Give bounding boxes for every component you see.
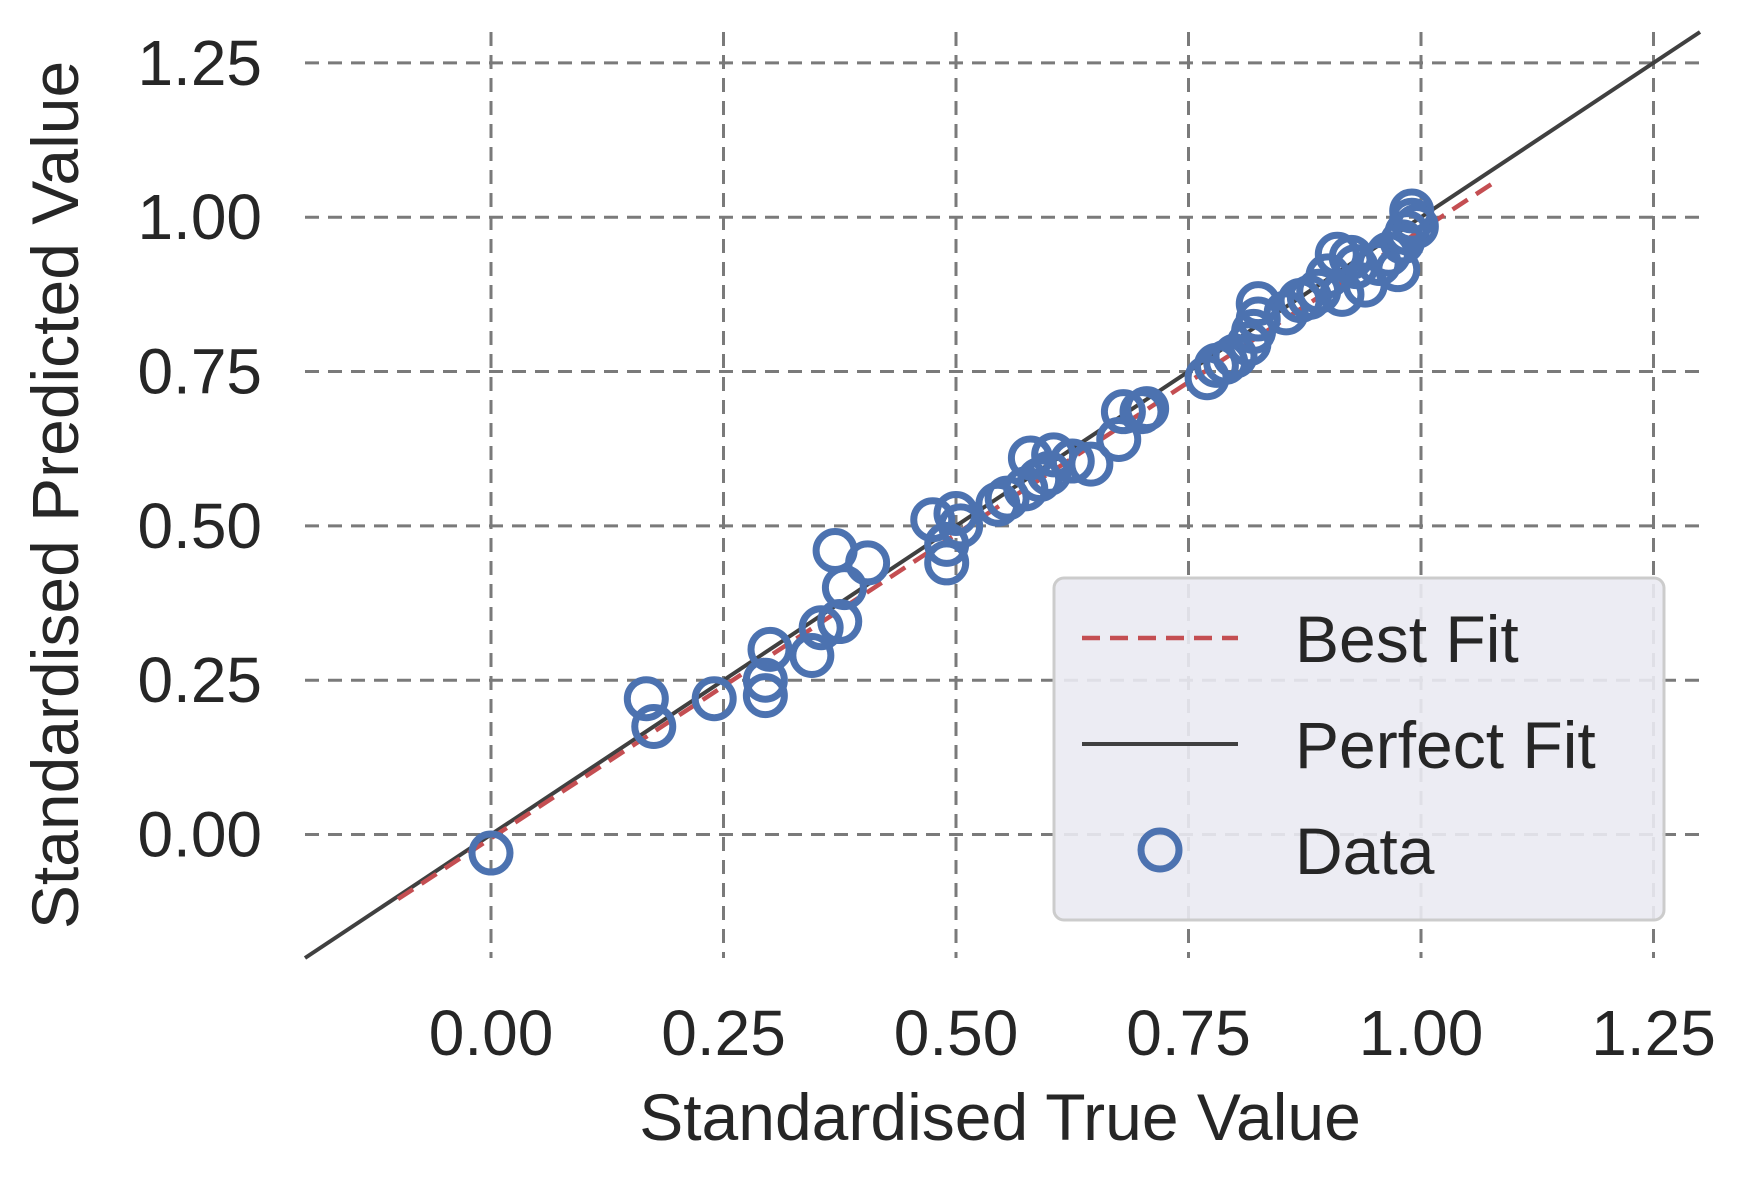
legend-perfect-fit-label: Perfect Fit xyxy=(1295,708,1596,782)
y-tick-label: 0.00 xyxy=(137,799,262,871)
data-point xyxy=(1100,389,1146,435)
data-point xyxy=(468,830,514,876)
data-point xyxy=(631,704,677,749)
data-point xyxy=(623,676,669,722)
data-point xyxy=(798,605,844,651)
data-point xyxy=(1235,296,1281,342)
x-tick-labels: 0.00 0.25 0.50 0.75 1.00 1.25 xyxy=(429,997,1716,1069)
data-points xyxy=(468,188,1439,876)
x-tick-label: 0.00 xyxy=(429,997,554,1069)
x-axis-label: Standardised True Value xyxy=(639,1080,1361,1154)
data-point xyxy=(1026,450,1072,496)
y-tick-label: 0.75 xyxy=(137,336,262,408)
data-point xyxy=(845,540,891,586)
y-tick-labels: 0.00 0.25 0.50 0.75 1.00 1.25 xyxy=(137,27,262,871)
data-point xyxy=(1124,386,1170,432)
data-point xyxy=(821,565,867,611)
x-tick-label: 0.50 xyxy=(894,997,1019,1069)
y-tick-label: 1.25 xyxy=(137,27,262,99)
data-point xyxy=(742,673,788,719)
data-point xyxy=(910,497,956,543)
data-point xyxy=(1393,203,1439,249)
data-point xyxy=(1235,281,1281,327)
legend-data-marker xyxy=(1137,827,1183,873)
legend: Best Fit Perfect Fit Data xyxy=(1052,576,1666,922)
perfect-fit-line xyxy=(303,30,1702,960)
y-tick-label: 1.00 xyxy=(137,181,262,253)
legend-data-label: Data xyxy=(1295,814,1435,888)
data-point xyxy=(691,676,737,722)
data-point xyxy=(1068,441,1114,487)
data-point xyxy=(1096,416,1142,462)
y-tick-label: 0.25 xyxy=(137,644,262,716)
data-point xyxy=(924,540,970,586)
x-tick-label: 0.25 xyxy=(661,997,786,1069)
data-point xyxy=(747,626,793,672)
data-point xyxy=(742,657,788,703)
x-tick-label: 1.00 xyxy=(1359,997,1484,1069)
x-tick-label: 1.25 xyxy=(1591,997,1716,1069)
y-tick-label: 0.50 xyxy=(137,490,262,562)
data-point xyxy=(1049,438,1095,484)
y-axis-label: Standardised Predicted Value xyxy=(18,61,92,929)
data-point xyxy=(938,503,984,549)
legend-best-fit-label: Best Fit xyxy=(1295,602,1519,676)
data-point xyxy=(789,633,835,679)
x-tick-label: 0.75 xyxy=(1126,997,1251,1069)
legend-box xyxy=(1052,576,1666,922)
